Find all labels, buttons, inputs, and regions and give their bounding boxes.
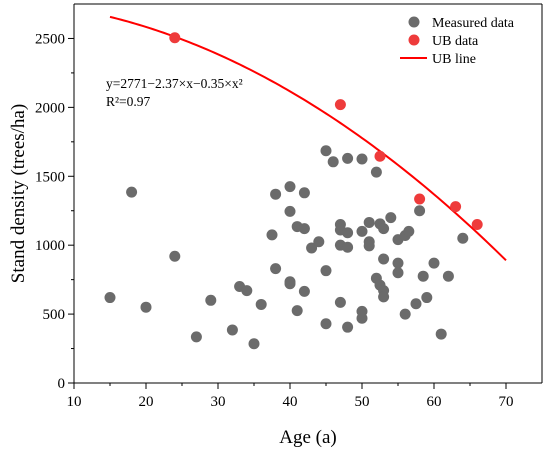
equation-annotation: y=2771−2.37×x−0.35×x² (106, 76, 243, 91)
x-tick-label: 70 (499, 394, 514, 410)
x-tick-label: 10 (67, 394, 82, 410)
measured-data-point (385, 212, 397, 224)
measured-data-point (356, 225, 368, 237)
ub-data-point (450, 201, 462, 213)
measured-data-point (342, 152, 354, 164)
measured-data-point (363, 240, 375, 252)
measured-data-point (298, 285, 310, 297)
measured-data-point (320, 265, 332, 277)
measured-data-point (392, 257, 404, 269)
measured-data-point (342, 321, 354, 333)
measured-data-point (320, 145, 332, 157)
measured-data-point (428, 257, 440, 269)
measured-data-point (392, 267, 404, 279)
legend: Measured data UB data UB line (400, 16, 515, 67)
measured-data-point (226, 324, 238, 336)
r-squared-annotation: R²=0.97 (106, 94, 151, 109)
measured-data-point (284, 278, 296, 290)
plot-area (104, 15, 507, 350)
ub-data-point (374, 150, 386, 162)
y-axis-label: Stand density (trees/ha) (8, 104, 29, 283)
x-tick-label: 40 (283, 394, 298, 410)
measured-data-point (403, 225, 415, 237)
x-tick-label: 30 (211, 394, 226, 410)
measured-data-point (190, 331, 202, 343)
measured-data-point (442, 270, 454, 282)
measured-data-point (291, 305, 303, 317)
measured-data-point (241, 285, 253, 297)
measured-data-point (421, 292, 433, 304)
legend-label-measured: Measured data (432, 16, 515, 31)
measured-data-point (284, 205, 296, 217)
measured-data-point (270, 188, 282, 200)
legend-marker-ub-data (408, 34, 420, 46)
measured-data-point (327, 156, 339, 168)
measured-data-point (378, 291, 390, 303)
measured-data-point (399, 308, 411, 320)
measured-data-point (378, 223, 390, 235)
ub-data-point (334, 99, 346, 111)
x-tick-label: 60 (427, 394, 442, 410)
measured-data-point (417, 270, 429, 282)
ub-data-point (414, 193, 426, 205)
measured-data-point (266, 229, 278, 241)
measured-data-point (298, 223, 310, 235)
legend-marker-measured (408, 16, 420, 28)
legend-label-ub-line: UB line (432, 52, 476, 67)
measured-data-point (298, 187, 310, 199)
measured-data-point (378, 253, 390, 265)
measured-data-point (255, 298, 267, 310)
measured-data-point (306, 242, 318, 254)
y-tick-label: 1000 (35, 238, 65, 254)
measured-data-point (435, 328, 447, 340)
y-tick-label: 0 (58, 376, 66, 392)
y-tick-label: 2500 (35, 31, 65, 47)
x-tick-label: 50 (355, 394, 370, 410)
measured-data-point (342, 227, 354, 239)
y-axis-ticks: 0 500 1000 1500 2000 2500 (35, 31, 74, 392)
legend-label-ub-data: UB data (432, 34, 479, 49)
x-tick-label: 20 (139, 394, 154, 410)
x-axis-ticks: 10 20 30 40 50 60 70 (67, 383, 514, 410)
measured-data-point (270, 263, 282, 275)
measured-data-point (320, 318, 332, 330)
measured-data-point (284, 181, 296, 193)
measured-data-point (363, 216, 375, 228)
y-tick-label: 500 (43, 307, 66, 323)
measured-data-point (356, 312, 368, 324)
ub-data-point (169, 32, 181, 44)
measured-data-point (140, 301, 152, 313)
measured-data-point (356, 153, 368, 165)
measured-data-point (169, 250, 181, 262)
measured-data-point (414, 205, 426, 217)
ub-data-point (471, 219, 483, 231)
y-tick-label: 1500 (35, 169, 65, 185)
measured-data-point (410, 298, 422, 310)
measured-data-point (313, 236, 325, 248)
x-axis-label: Age (a) (279, 427, 337, 448)
y-tick-label: 2000 (35, 100, 65, 116)
measured-data-point (205, 294, 217, 306)
measured-data-point (104, 292, 116, 304)
measured-data-point (126, 186, 138, 198)
measured-data-point (334, 296, 346, 308)
measured-data-point (457, 232, 469, 244)
measured-data-point (248, 338, 260, 350)
measured-data-point (370, 166, 382, 178)
measured-data-point (342, 241, 354, 253)
